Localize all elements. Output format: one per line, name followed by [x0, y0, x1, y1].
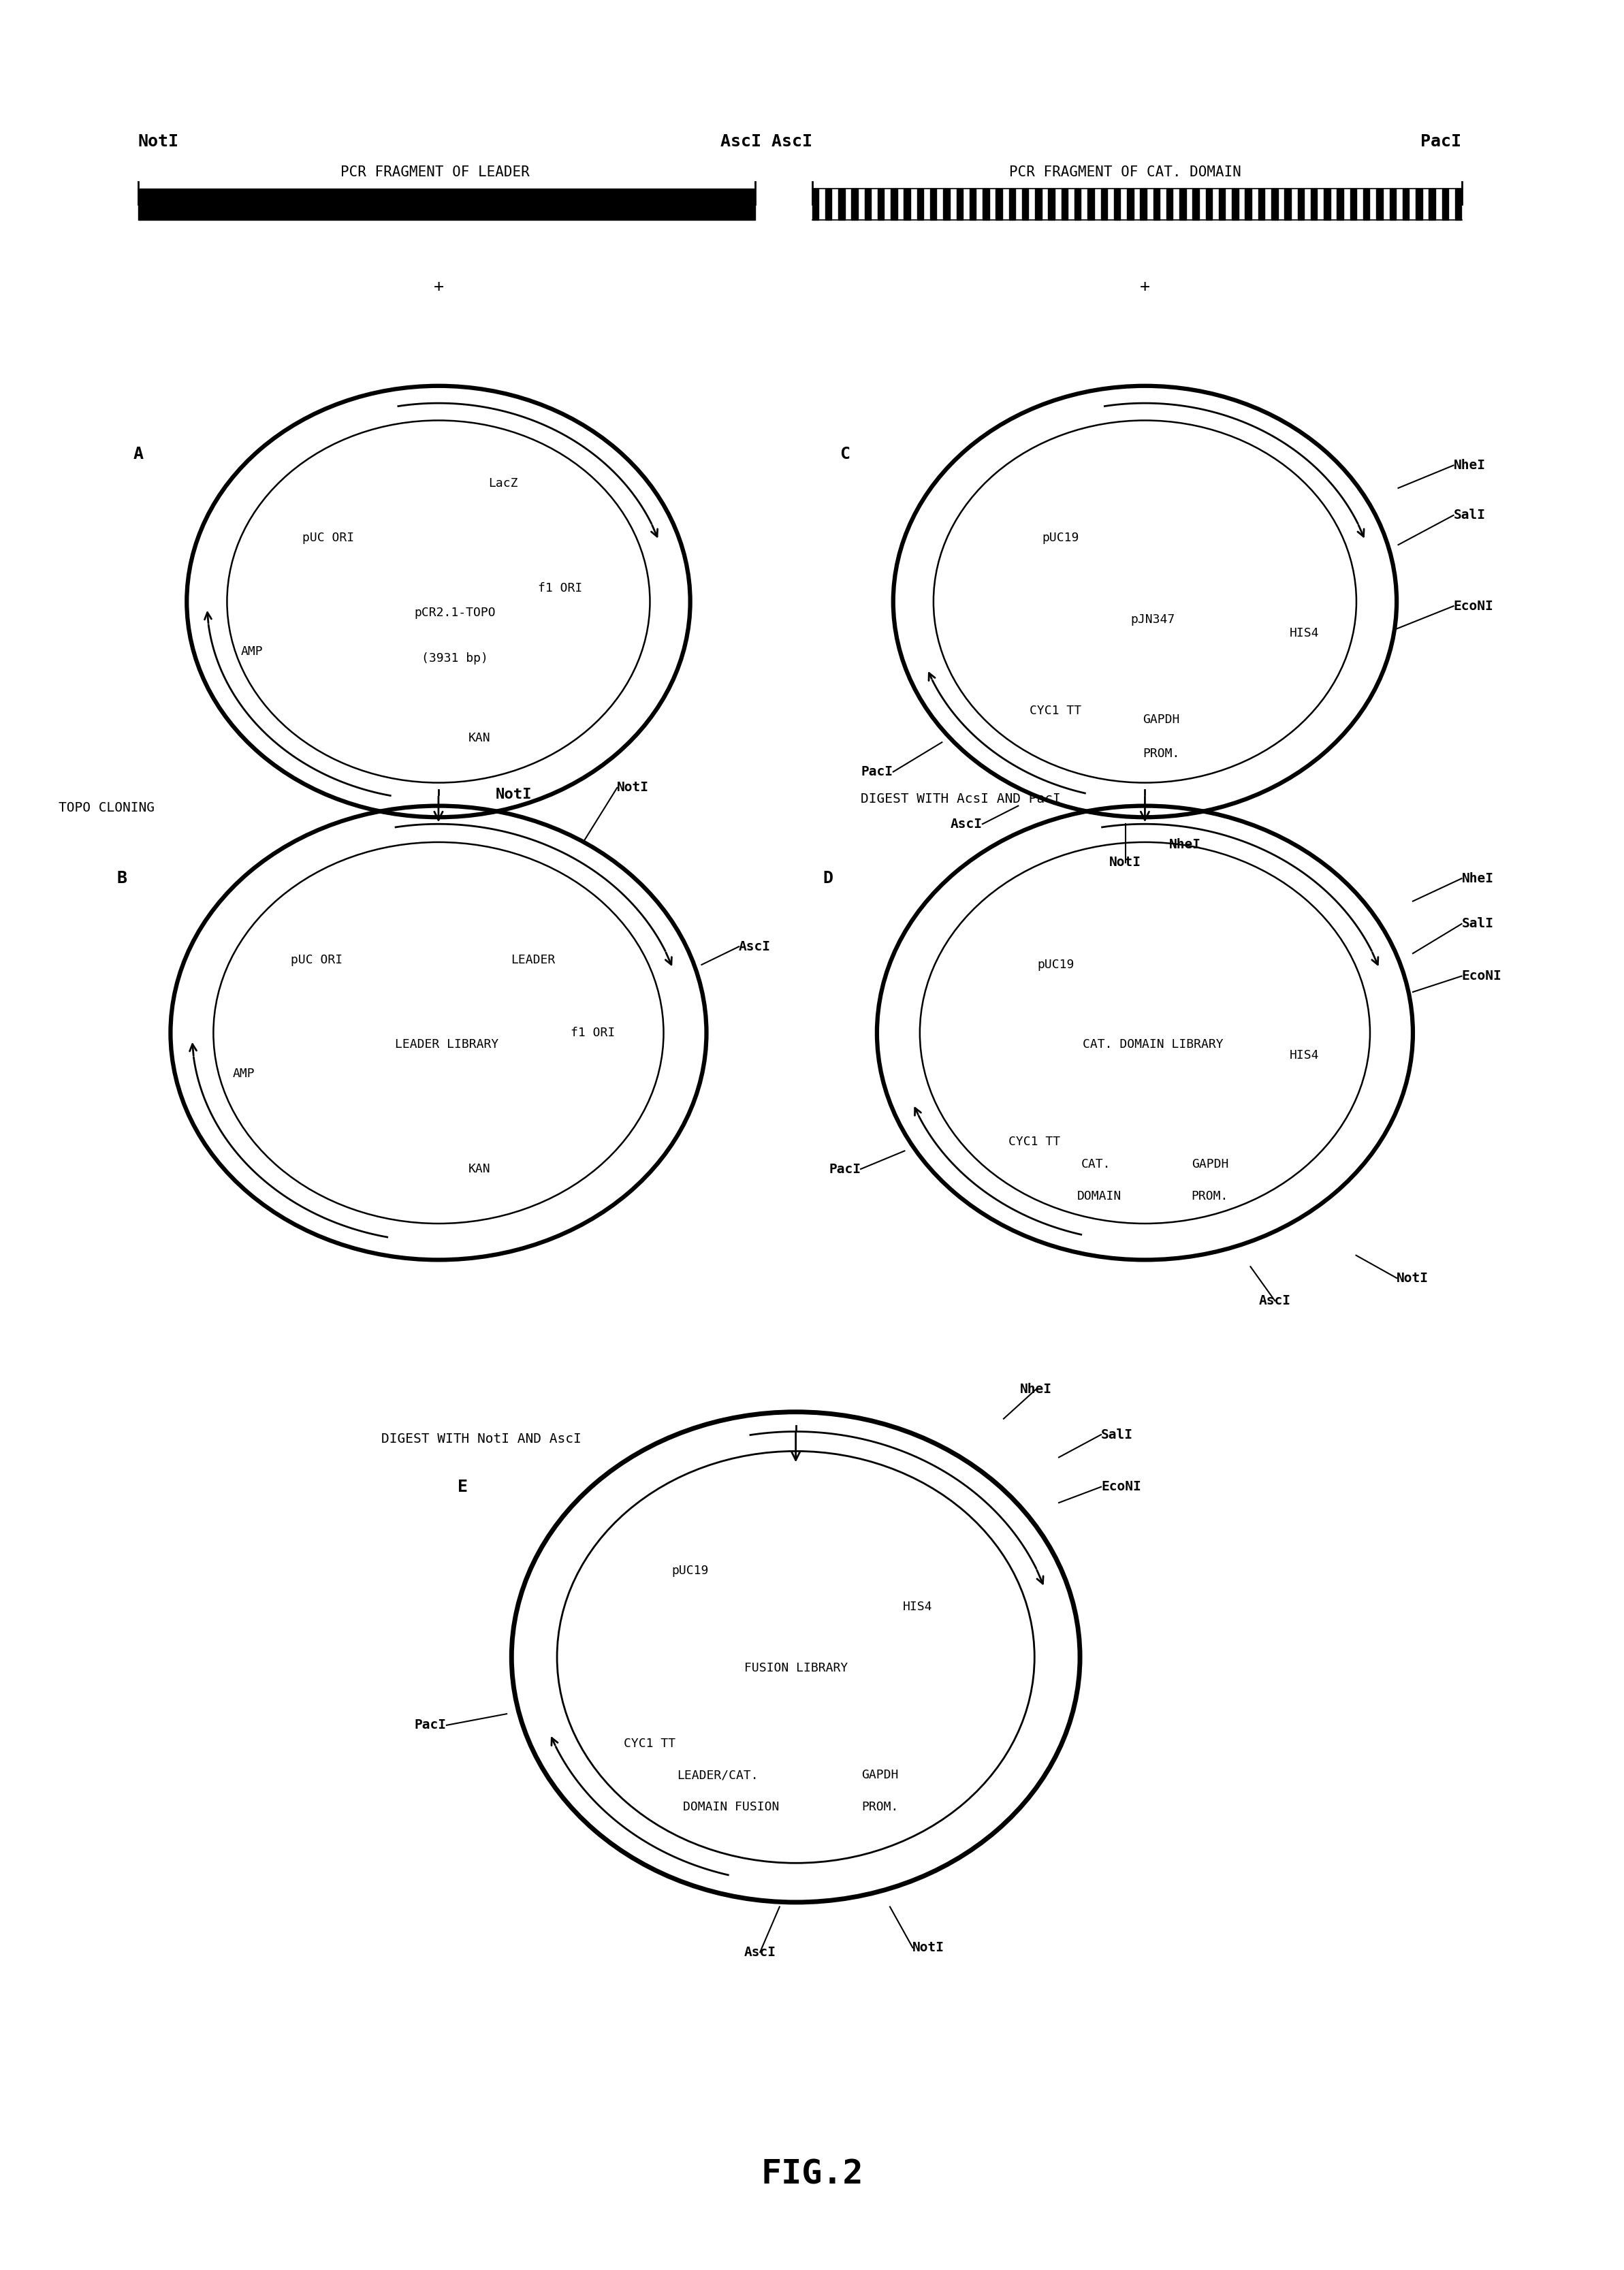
Text: AscI AscI: AscI AscI — [721, 134, 812, 150]
Text: EcoNI: EcoNI — [1101, 1480, 1142, 1494]
Text: C: C — [840, 445, 849, 463]
Text: PacI: PacI — [828, 1162, 861, 1176]
Text: FUSION LIBRARY: FUSION LIBRARY — [744, 1662, 848, 1675]
Text: PROM.: PROM. — [1143, 747, 1179, 760]
Text: LEADER: LEADER — [510, 953, 555, 967]
Text: +: + — [1140, 279, 1150, 295]
Text: AscI: AscI — [1259, 1294, 1291, 1308]
Text: DIGEST WITH NotI AND AscI: DIGEST WITH NotI AND AscI — [382, 1432, 581, 1446]
Text: f1 ORI: f1 ORI — [570, 1026, 615, 1040]
Text: NheI: NheI — [1462, 872, 1494, 885]
Text: pCR2.1-TOPO: pCR2.1-TOPO — [414, 606, 495, 620]
Text: EcoNI: EcoNI — [1462, 969, 1502, 983]
Text: f1 ORI: f1 ORI — [538, 581, 583, 595]
Text: E: E — [458, 1478, 468, 1496]
Text: NotI: NotI — [913, 1941, 945, 1954]
Text: D: D — [823, 869, 833, 888]
Text: GAPDH: GAPDH — [1143, 713, 1179, 726]
Text: HIS4: HIS4 — [1289, 627, 1319, 640]
Text: +: + — [434, 279, 443, 295]
Text: KAN: KAN — [468, 731, 490, 745]
Text: PacI: PacI — [414, 1718, 447, 1732]
Text: pUC19: pUC19 — [672, 1564, 708, 1578]
Text: AMP: AMP — [232, 1067, 255, 1081]
Text: PCR FRAGMENT OF LEADER: PCR FRAGMENT OF LEADER — [341, 166, 529, 179]
Text: NotI: NotI — [495, 788, 531, 801]
Text: LEADER/CAT.: LEADER/CAT. — [677, 1768, 758, 1782]
Text: GAPDH: GAPDH — [862, 1768, 898, 1782]
Text: CYC1 TT: CYC1 TT — [624, 1737, 676, 1750]
Text: EcoNI: EcoNI — [1453, 599, 1494, 613]
Text: B: B — [117, 869, 127, 888]
Text: (3931 bp): (3931 bp) — [421, 651, 489, 665]
Text: KAN: KAN — [468, 1162, 490, 1176]
Text: pUC19: pUC19 — [1043, 531, 1078, 545]
Text: NheI: NheI — [1453, 459, 1486, 472]
Text: PacI: PacI — [861, 765, 893, 779]
Text: HIS4: HIS4 — [1289, 1049, 1319, 1062]
Text: pJN347: pJN347 — [1130, 613, 1176, 627]
Text: pUC ORI: pUC ORI — [302, 531, 354, 545]
Text: AMP: AMP — [240, 645, 263, 658]
Text: PROM.: PROM. — [862, 1800, 898, 1814]
Text: AscI: AscI — [739, 940, 771, 953]
Text: LEADER LIBRARY: LEADER LIBRARY — [395, 1037, 499, 1051]
Text: PacI: PacI — [1421, 134, 1462, 150]
Text: DOMAIN FUSION: DOMAIN FUSION — [682, 1800, 780, 1814]
Text: NotI: NotI — [617, 781, 650, 794]
Text: SalI: SalI — [1453, 508, 1486, 522]
Text: PROM.: PROM. — [1192, 1189, 1228, 1203]
Text: GAPDH: GAPDH — [1192, 1158, 1228, 1171]
Text: NotI: NotI — [1397, 1271, 1429, 1285]
Text: CAT.: CAT. — [1082, 1158, 1111, 1171]
Text: AscI: AscI — [744, 1945, 776, 1959]
Text: AscI: AscI — [950, 817, 983, 831]
Text: A: A — [133, 445, 143, 463]
Text: NotI: NotI — [138, 134, 179, 150]
Text: CYC1 TT: CYC1 TT — [1030, 704, 1082, 717]
Text: SalI: SalI — [1101, 1428, 1134, 1441]
Text: NotI: NotI — [1109, 856, 1142, 869]
Text: DIGEST WITH AcsI AND PacI: DIGEST WITH AcsI AND PacI — [861, 792, 1060, 806]
Text: HIS4: HIS4 — [903, 1600, 932, 1614]
Text: DOMAIN: DOMAIN — [1077, 1189, 1122, 1203]
Text: NheI: NheI — [1169, 838, 1202, 851]
Text: TOPO CLONING: TOPO CLONING — [58, 801, 154, 815]
Text: SalI: SalI — [1462, 917, 1494, 931]
Text: NheI: NheI — [1020, 1382, 1052, 1396]
Text: pUC19: pUC19 — [1038, 958, 1073, 972]
Text: pUC ORI: pUC ORI — [291, 953, 343, 967]
Text: PCR FRAGMENT OF CAT. DOMAIN: PCR FRAGMENT OF CAT. DOMAIN — [1010, 166, 1241, 179]
Text: CAT. DOMAIN LIBRARY: CAT. DOMAIN LIBRARY — [1083, 1037, 1223, 1051]
Text: CYC1 TT: CYC1 TT — [1009, 1135, 1060, 1149]
Text: LacZ: LacZ — [489, 477, 518, 490]
Text: FIG.2: FIG.2 — [760, 2159, 864, 2191]
